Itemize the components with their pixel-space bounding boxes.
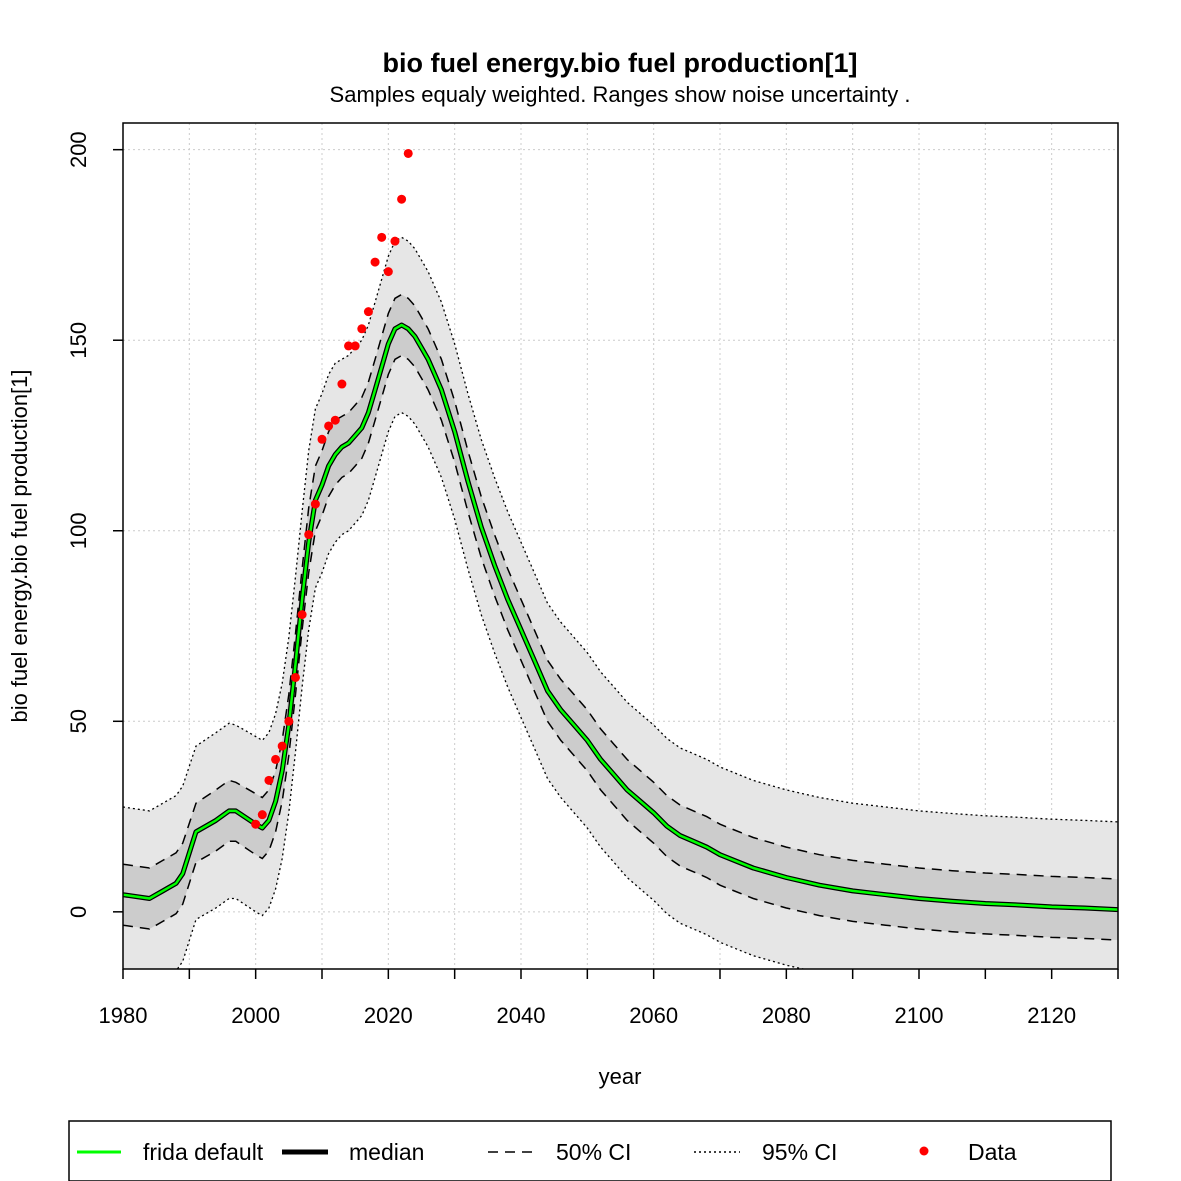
ci95-upper-line xyxy=(123,236,1118,823)
data-point xyxy=(251,819,261,829)
legend-data-label: Data xyxy=(968,1139,1017,1165)
chart-title: bio fuel energy.bio fuel production[1] xyxy=(383,48,858,78)
x-tick-label: 2020 xyxy=(364,1003,413,1028)
data-point xyxy=(304,530,314,540)
data-point xyxy=(363,307,373,317)
chart-subtitle: Samples equaly weighted. Ranges show noi… xyxy=(330,82,911,107)
data-point xyxy=(337,379,347,389)
y-tick-label: 50 xyxy=(66,709,91,733)
plot-frame xyxy=(122,122,1119,970)
x-tick-label: 2120 xyxy=(1027,1003,1076,1028)
data-point xyxy=(324,421,334,431)
frida-default-line xyxy=(123,323,1118,911)
x-tick-label: 2060 xyxy=(629,1003,678,1028)
legend-frida-default-label: frida default xyxy=(143,1139,264,1165)
y-tick-label: 150 xyxy=(66,322,91,359)
legend: frida default median 50% CI 95% CI Data xyxy=(68,1120,1112,1181)
data-point xyxy=(264,775,274,785)
x-tick-label: 1980 xyxy=(99,1003,148,1028)
data-points xyxy=(251,148,413,829)
data-point xyxy=(290,672,300,682)
legend-median-label: median xyxy=(349,1139,424,1165)
data-point xyxy=(317,434,327,444)
legend-ci95-label: 95% CI xyxy=(762,1139,837,1165)
y-tick-label: 0 xyxy=(66,906,91,918)
ci95-lower-line xyxy=(176,411,806,969)
legend-ci50-label: 50% CI xyxy=(556,1139,631,1165)
data-point xyxy=(284,716,294,726)
data-point xyxy=(403,148,413,158)
data-point xyxy=(344,341,354,351)
legend-data-swatch xyxy=(919,1146,929,1156)
data-point xyxy=(330,415,340,425)
data-point xyxy=(383,267,393,277)
y-axis: 0 50 100 150 200 xyxy=(66,131,123,918)
x-tick-label: 2080 xyxy=(762,1003,811,1028)
y-tick-label: 100 xyxy=(66,512,91,549)
x-tick-label: 2040 xyxy=(497,1003,546,1028)
y-tick-label: 200 xyxy=(66,131,91,168)
data-point xyxy=(350,341,360,351)
x-axis: 1980 2000 2020 2040 2060 2080 2100 2120 xyxy=(99,969,1119,1028)
ci50-upper-line xyxy=(123,293,1118,880)
data-point xyxy=(297,610,307,620)
ci-bands xyxy=(123,237,1118,969)
data-point xyxy=(397,194,407,204)
data-point xyxy=(357,324,367,334)
data-point xyxy=(377,232,387,242)
data-point xyxy=(277,741,287,751)
ci50-band xyxy=(123,294,1118,940)
legend-box xyxy=(68,1120,1112,1181)
ci50-lower-line xyxy=(123,354,1118,941)
data-point xyxy=(310,499,320,509)
data-point xyxy=(271,754,281,764)
y-axis-label: bio fuel energy.bio fuel production[1] xyxy=(7,369,32,722)
x-tick-label: 2000 xyxy=(231,1003,280,1028)
series-lines xyxy=(123,236,1118,969)
data-point xyxy=(257,810,267,820)
data-point xyxy=(390,236,400,246)
x-tick-label: 2100 xyxy=(895,1003,944,1028)
x-axis-label: year xyxy=(599,1064,642,1089)
data-point xyxy=(370,257,380,267)
